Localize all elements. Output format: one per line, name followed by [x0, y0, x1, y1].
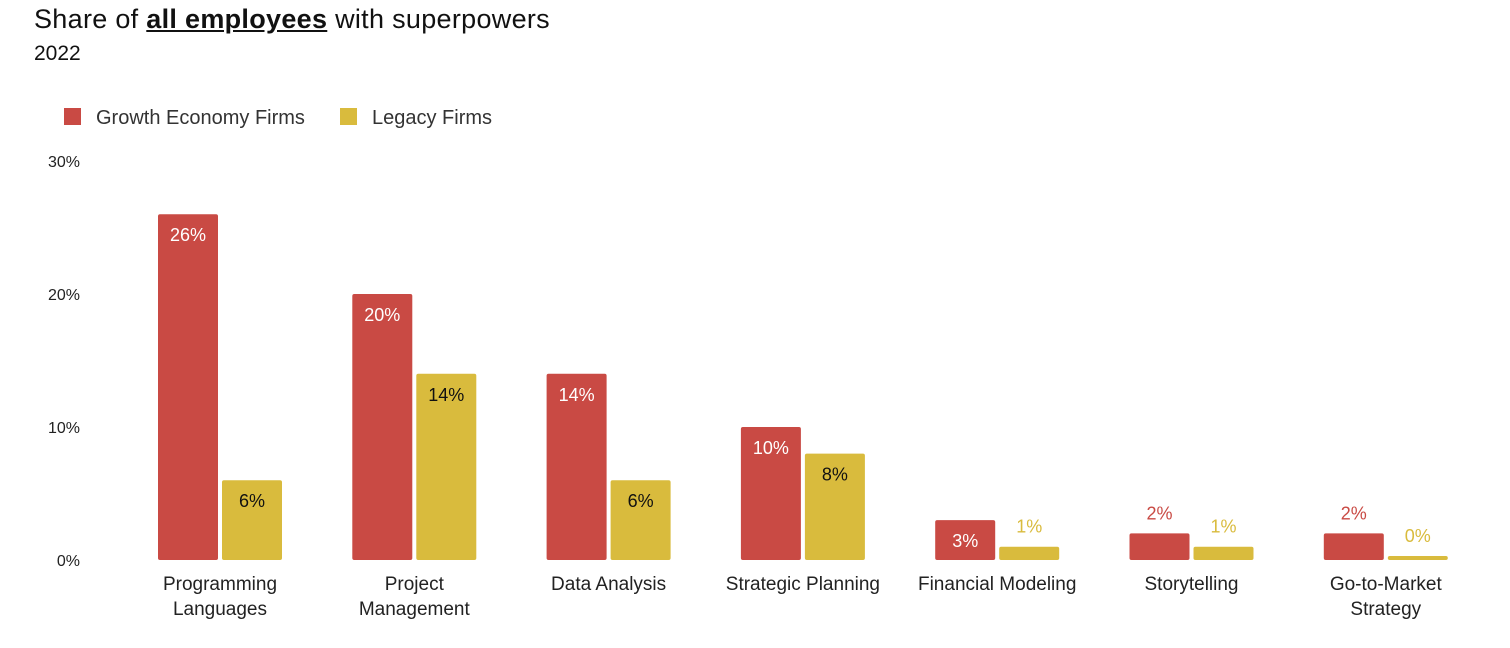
category-label: Programming: [163, 574, 277, 595]
bar-growth: [546, 373, 607, 560]
chart-title: Share of all employees with superpowers: [34, 4, 550, 35]
bar-growth: [1129, 533, 1190, 560]
bar-value-label: 3%: [952, 531, 978, 551]
bar-value-label: 1%: [1210, 517, 1236, 537]
category-label: Financial Modeling: [918, 574, 1076, 595]
bar-growth: [740, 427, 801, 560]
bar-value-label: 2%: [1146, 503, 1172, 523]
y-tick-label: 20%: [48, 287, 80, 304]
bar-growth: [352, 294, 413, 560]
legend-label-1: Legacy Firms: [372, 107, 492, 129]
bar-value-label: 8%: [822, 465, 848, 485]
y-tick-label: 0%: [57, 553, 80, 570]
category-label: Data Analysis: [551, 574, 666, 595]
bar-value-label: 10%: [753, 438, 789, 458]
bar-value-label: 6%: [628, 491, 654, 511]
bar-value-label: 2%: [1341, 503, 1367, 523]
title-prefix: Share of: [34, 4, 147, 34]
bar-value-label: 26%: [170, 225, 206, 245]
bar-legacy: [610, 480, 671, 560]
bar-legacy: [1193, 546, 1254, 560]
bar-value-label: 14%: [559, 385, 595, 405]
bar-legacy: [1387, 556, 1448, 560]
category-label: Strategy: [1350, 599, 1421, 620]
bar-value-label: 6%: [239, 491, 265, 511]
bar-legacy: [999, 546, 1060, 560]
y-tick-label: 30%: [48, 154, 80, 171]
category-label: Languages: [173, 599, 267, 620]
bar-value-label: 0%: [1405, 526, 1431, 546]
category-label: Management: [359, 599, 471, 620]
category-label: Go-to-Market: [1330, 574, 1443, 595]
bar-legacy: [416, 373, 477, 560]
category-label: Strategic Planning: [726, 574, 880, 595]
category-label: Project: [385, 574, 445, 595]
y-tick-label: 10%: [48, 420, 80, 437]
legend-label-0: Growth Economy Firms: [96, 107, 305, 129]
bar-legacy: [222, 480, 282, 560]
bar-value-label: 20%: [364, 305, 400, 325]
category-label: Storytelling: [1145, 574, 1239, 595]
title-suffix: with superpowers: [327, 4, 550, 34]
bar-growth: [158, 214, 218, 560]
title-emphasis: all employees: [146, 4, 328, 34]
legend-swatch-1: [340, 108, 357, 125]
bar-growth: [935, 520, 996, 560]
chart-subtitle: 2022: [34, 42, 81, 65]
bar-growth: [1323, 533, 1384, 560]
bar-value-label: 1%: [1016, 517, 1042, 537]
legend-swatch-0: [64, 108, 81, 125]
bar-value-label: 14%: [428, 385, 464, 405]
bar-legacy: [804, 453, 865, 560]
